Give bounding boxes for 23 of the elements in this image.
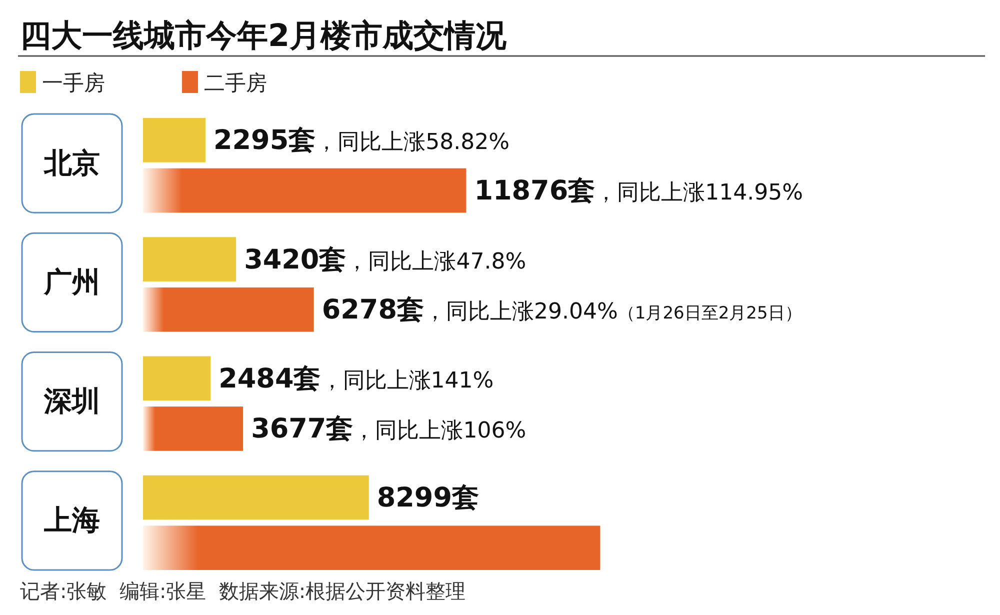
bar	[143, 118, 206, 162]
bar	[143, 356, 211, 401]
legend-label: 一手房	[42, 71, 105, 95]
chart-title: 四大一线城市今年2月楼市成交情况	[20, 18, 508, 54]
bar	[143, 526, 600, 570]
y-tick-label: 北京	[43, 146, 100, 180]
data-label: 11876套，同比上涨114.95%	[474, 175, 804, 206]
y-tick-label: 深圳	[43, 384, 100, 418]
annotation: 记者:张敏 编辑:张星 数据来源:根据公开资料整理	[20, 579, 466, 603]
data-label: 3420套，同比上涨47.8%	[244, 244, 526, 276]
data-label: 2295套，同比上涨58.82%	[213, 125, 510, 156]
bar	[143, 287, 314, 332]
y-tick-label: 上海	[43, 504, 100, 537]
data-label: 2484套，同比上涨141%	[218, 363, 494, 394]
bar	[143, 406, 244, 451]
legend-label: 二手房	[204, 71, 267, 95]
data-label: 3677套，同比上涨106%	[251, 414, 526, 445]
bar	[143, 237, 236, 282]
data-label: 6278套，同比上涨29.04%（1月26日至2月25日）	[322, 294, 802, 326]
y-tick-label: 广州	[43, 265, 100, 298]
bar	[143, 168, 466, 213]
data-label: 8299套	[376, 482, 480, 514]
bar	[143, 475, 369, 520]
